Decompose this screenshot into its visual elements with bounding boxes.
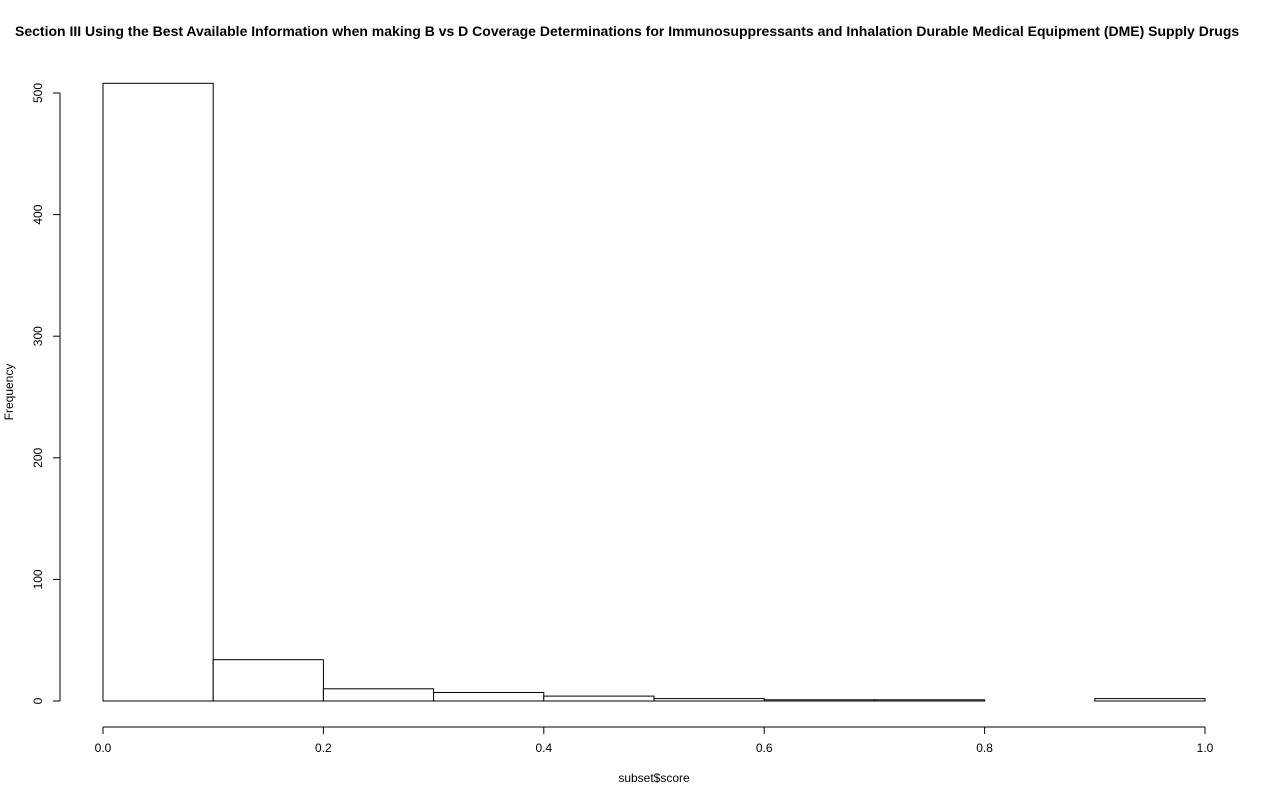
x-tick-label-3: 0.6: [756, 741, 773, 755]
histogram-bar-2: [322, 688, 435, 702]
histogram-bar-1: [212, 659, 324, 702]
y-axis: 0 100 200 300 400 500: [31, 83, 61, 704]
x-tick-label-2: 0.4: [535, 741, 552, 755]
y-tick-label-1: 100: [31, 569, 45, 589]
y-tick-label-2: 200: [31, 447, 45, 467]
histogram-bar-6: [763, 699, 875, 702]
x-tick-label-4: 0.8: [976, 741, 993, 755]
histogram-bar-3: [433, 692, 545, 702]
chart-title: Section III Using the Best Available Inf…: [15, 23, 1239, 39]
histogram-bar-4: [543, 695, 655, 702]
y-tick-label-5: 500: [31, 83, 45, 103]
y-tick-label-0: 0: [31, 697, 45, 704]
x-axis-label: subset$score: [618, 771, 690, 785]
histogram-bar-7: [873, 699, 986, 702]
y-tick-label-4: 400: [31, 204, 45, 224]
y-axis-label: Frequency: [2, 364, 16, 421]
histogram-bar-9: [1094, 698, 1206, 702]
histogram-bar-5: [653, 698, 765, 702]
x-axis: 0.0 0.2 0.4 0.6 0.8 1.0: [95, 726, 1214, 755]
y-tick-label-3: 300: [31, 326, 45, 346]
bars-group: [102, 82, 1206, 702]
histogram-bar-0: [102, 82, 214, 702]
x-tick-label-5: 1.0: [1197, 741, 1214, 755]
x-tick-label-1: 0.2: [315, 741, 332, 755]
x-tick-label-0: 0.0: [95, 741, 112, 755]
